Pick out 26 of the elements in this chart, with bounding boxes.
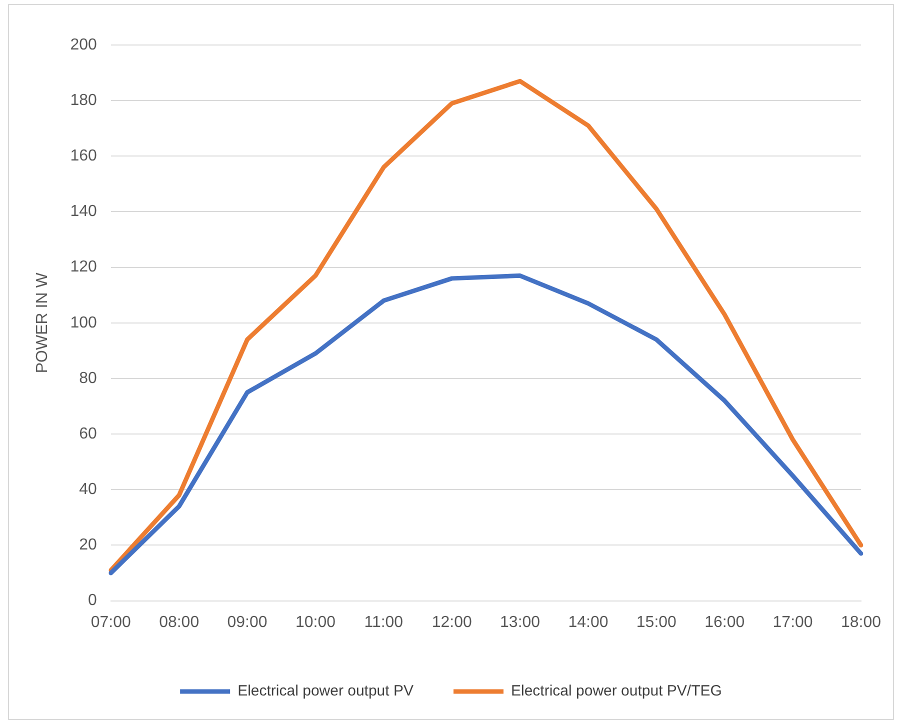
y-tick-label: 40 bbox=[79, 481, 97, 498]
x-tick-label: 10:00 bbox=[295, 614, 336, 631]
x-tick-label: 13:00 bbox=[500, 614, 540, 631]
y-tick-label: 60 bbox=[79, 425, 97, 442]
x-tick-label: 16:00 bbox=[704, 614, 745, 631]
y-tick-label: 140 bbox=[70, 203, 97, 220]
x-tick-label: 15:00 bbox=[636, 614, 677, 631]
y-tick-label: 80 bbox=[79, 370, 97, 387]
x-tick-label: 07:00 bbox=[90, 614, 132, 631]
x-tick-label: 17:00 bbox=[772, 614, 813, 631]
y-tick-label: 0 bbox=[88, 592, 97, 610]
x-tick-label: 12:00 bbox=[432, 614, 472, 631]
y-tick-label: 180 bbox=[70, 92, 97, 109]
y-tick-label: 100 bbox=[70, 314, 97, 332]
legend-label: Electrical power output PV/TEG bbox=[511, 682, 722, 700]
x-tick-label: 18:00 bbox=[840, 614, 882, 631]
y-tick-label: 20 bbox=[79, 536, 97, 554]
y-tick-label: 200 bbox=[70, 36, 97, 54]
y-axis-title: POWER IN W bbox=[34, 272, 52, 374]
y-tick-label: 160 bbox=[70, 148, 97, 165]
x-tick-label: 14:00 bbox=[568, 614, 608, 631]
x-tick-label: 09:00 bbox=[227, 614, 268, 631]
x-tick-label: 11:00 bbox=[364, 614, 404, 631]
y-tick-label: 120 bbox=[70, 258, 97, 276]
legend-label: Electrical power output PV bbox=[238, 682, 414, 700]
x-tick-label: 08:00 bbox=[159, 614, 200, 631]
